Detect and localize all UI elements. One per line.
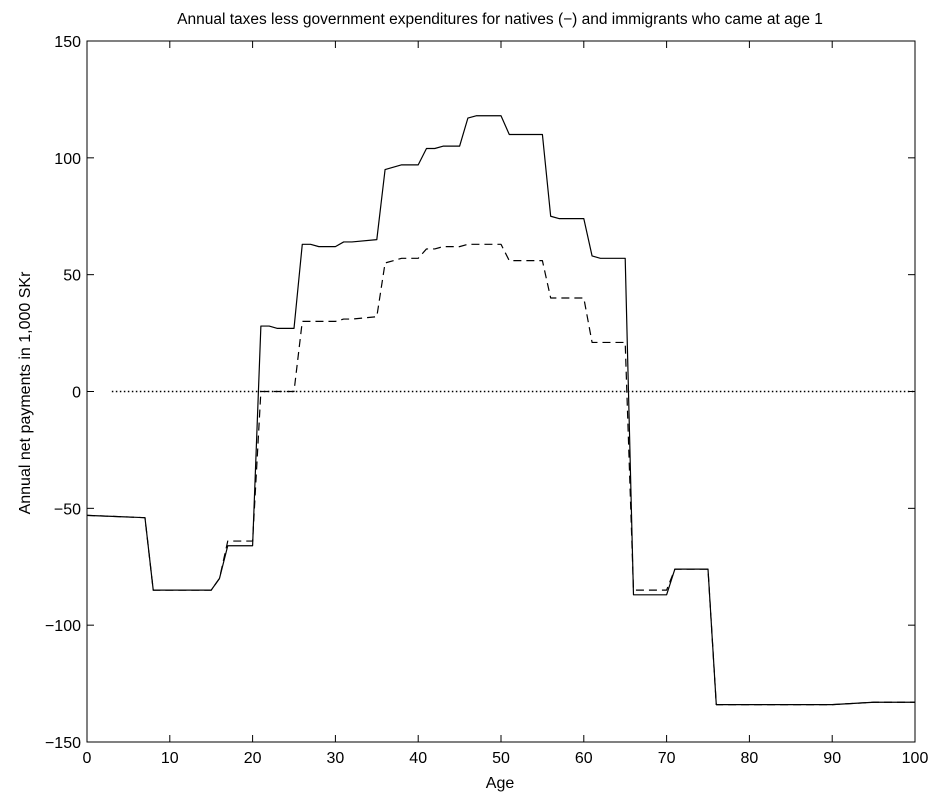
x-tick-label: 0 (83, 750, 92, 767)
x-tick-label: 20 (244, 750, 262, 767)
series-line-natives (86, 115, 915, 706)
x-tick-label: 90 (823, 750, 841, 767)
x-tick-label: 70 (658, 750, 676, 767)
x-tick-label: 10 (161, 750, 179, 767)
series-layer (86, 115, 915, 706)
y-tick-label: 150 (54, 34, 81, 51)
y-axis-label: Annual net payments in 1,000 SKr (17, 271, 34, 514)
y-tick-label: 0 (72, 385, 81, 402)
x-axis-label: Age (486, 775, 515, 792)
y-tick-label: 50 (63, 268, 81, 285)
x-tick-label: 60 (575, 750, 593, 767)
x-tick-label: 40 (409, 750, 427, 767)
x-tick-label: 80 (741, 750, 759, 767)
y-tick-label: −50 (54, 501, 81, 518)
y-tick-label: 100 (54, 151, 81, 168)
y-tick-label: −150 (45, 735, 81, 752)
series-line-immigrants-who-came-at-age-1 (86, 243, 915, 706)
chart-title: Annual taxes less government expenditure… (177, 11, 823, 28)
plot-frame (86, 40, 916, 743)
x-tick-label: 100 (902, 750, 929, 767)
y-tick-label: −100 (45, 618, 81, 635)
x-tick-label: 30 (327, 750, 345, 767)
ticks-layer: 0 10 20 30 40 50 60 70 80 90 100 −150 −100 −50 0 50 100 1… (45, 34, 928, 767)
x-tick-label: 50 (492, 750, 510, 767)
